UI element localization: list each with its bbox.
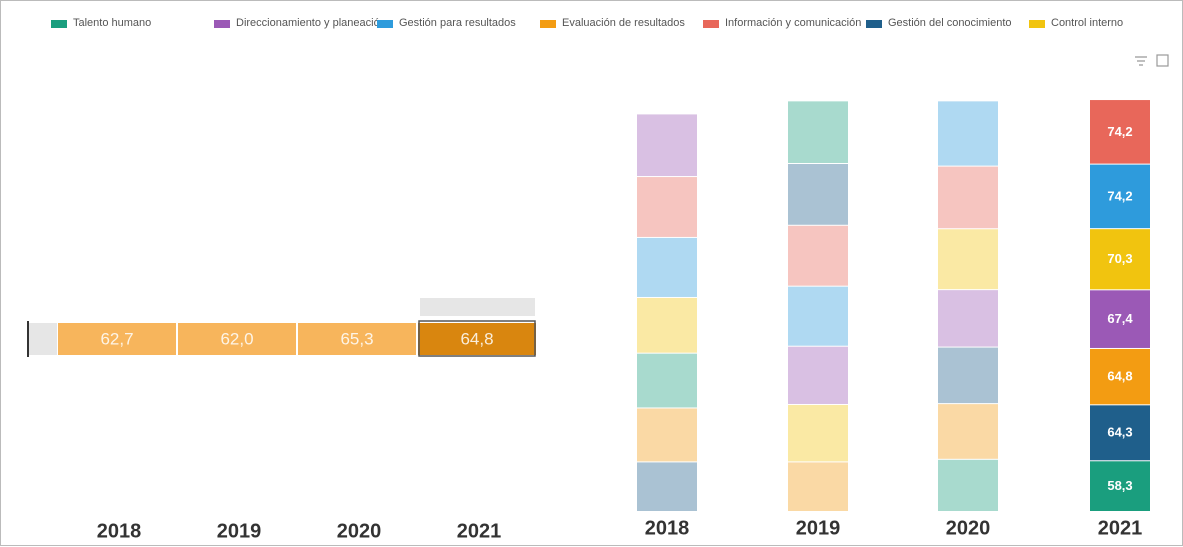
x-tick-label: 2019 <box>796 517 841 539</box>
toolbar-icons[interactable] <box>1135 54 1169 67</box>
legend-label: Evaluación de resultados <box>562 17 685 29</box>
legend-swatch <box>51 20 67 28</box>
bar-segment <box>788 286 848 346</box>
value-label: 67,4 <box>1107 311 1133 326</box>
x-tick-label: 2020 <box>337 520 382 542</box>
value-label: 65,3 <box>340 329 373 348</box>
bar-segment <box>1090 164 1150 229</box>
bar-segment <box>938 347 998 404</box>
bar-segment <box>938 290 998 347</box>
legend-item[interactable]: Información y comunicación <box>703 17 875 30</box>
bar-segment <box>637 114 697 177</box>
legend-swatch <box>214 20 230 28</box>
bar-segment <box>788 164 848 225</box>
value-label: 74,2 <box>1107 124 1132 139</box>
legend-swatch <box>540 20 556 28</box>
strip-cell <box>178 323 296 355</box>
bar-segment <box>1090 461 1150 511</box>
legend-swatch <box>703 20 719 28</box>
x-tick-label: 2021 <box>1098 517 1143 539</box>
expand-icon[interactable] <box>1156 54 1169 67</box>
bar-segment <box>788 404 848 462</box>
legend-label: Gestión del conocimiento <box>888 17 1012 29</box>
value-label: 62,7 <box>100 329 133 348</box>
x-tick-label: 2020 <box>946 517 991 539</box>
bar-segment <box>938 101 998 166</box>
legend-item[interactable]: Evaluación de resultados <box>540 17 712 30</box>
strip-cell <box>418 323 536 355</box>
value-label: 64,8 <box>460 329 493 348</box>
legend-label: Talento humano <box>73 17 152 29</box>
bar-segment <box>938 166 998 229</box>
bar-segment <box>788 346 848 404</box>
filter-icon[interactable] <box>1135 56 1147 66</box>
legend-swatch <box>377 20 393 28</box>
legend-swatch <box>866 20 882 28</box>
strip-cell <box>298 323 416 355</box>
bar-segment <box>637 408 697 462</box>
bar-segment <box>788 101 848 163</box>
value-label: 62,0 <box>220 329 253 348</box>
value-label: 70,3 <box>1107 251 1132 266</box>
value-label: 58,3 <box>1107 478 1132 493</box>
bar-segment <box>1090 348 1150 405</box>
bar-segment <box>637 297 697 353</box>
legend-label: Control interno <box>1051 17 1124 29</box>
value-label: 64,3 <box>1107 425 1132 440</box>
x-tick-label: 2018 <box>97 520 142 542</box>
legend-item[interactable]: Gestión para resultados <box>377 17 549 30</box>
highlight-cap <box>420 298 535 316</box>
bar-segment <box>637 462 697 511</box>
cell-outline <box>418 320 536 357</box>
value-label: 64,8 <box>1107 369 1132 384</box>
bar-segment <box>788 225 848 286</box>
bar-segment <box>1090 229 1150 290</box>
bar-segment <box>637 177 697 237</box>
bar-segment <box>637 353 697 408</box>
bar-segment <box>1090 405 1150 461</box>
bar-segment <box>938 229 998 290</box>
legend-label: Gestión para resultados <box>399 17 516 29</box>
legend-item[interactable]: Gestión del conocimiento <box>866 17 1038 30</box>
legend: Talento humano Direccionamiento y planeac… <box>1 1 1183 71</box>
track-start <box>29 323 57 355</box>
strip-cell <box>58 323 176 355</box>
legend-item[interactable]: Talento humano <box>51 17 223 30</box>
bar-segment <box>938 459 998 511</box>
legend-item[interactable]: Control interno <box>1029 17 1183 30</box>
bar-segment <box>637 237 697 297</box>
bar-segment <box>1090 290 1150 348</box>
x-tick-label: 2021 <box>457 520 502 542</box>
x-tick-label: 2018 <box>645 517 690 539</box>
bar-segment <box>1090 100 1150 164</box>
bar-segment <box>938 404 998 459</box>
value-label: 74,2 <box>1107 188 1132 203</box>
x-tick-label: 2019 <box>217 520 262 542</box>
bar-segment <box>788 462 848 511</box>
legend-label: Información y comunicación <box>725 17 862 29</box>
legend-label: Direccionamiento y planeación <box>236 17 386 29</box>
legend-swatch <box>1029 20 1045 28</box>
legend-item[interactable]: Direccionamiento y planeación <box>214 17 386 30</box>
